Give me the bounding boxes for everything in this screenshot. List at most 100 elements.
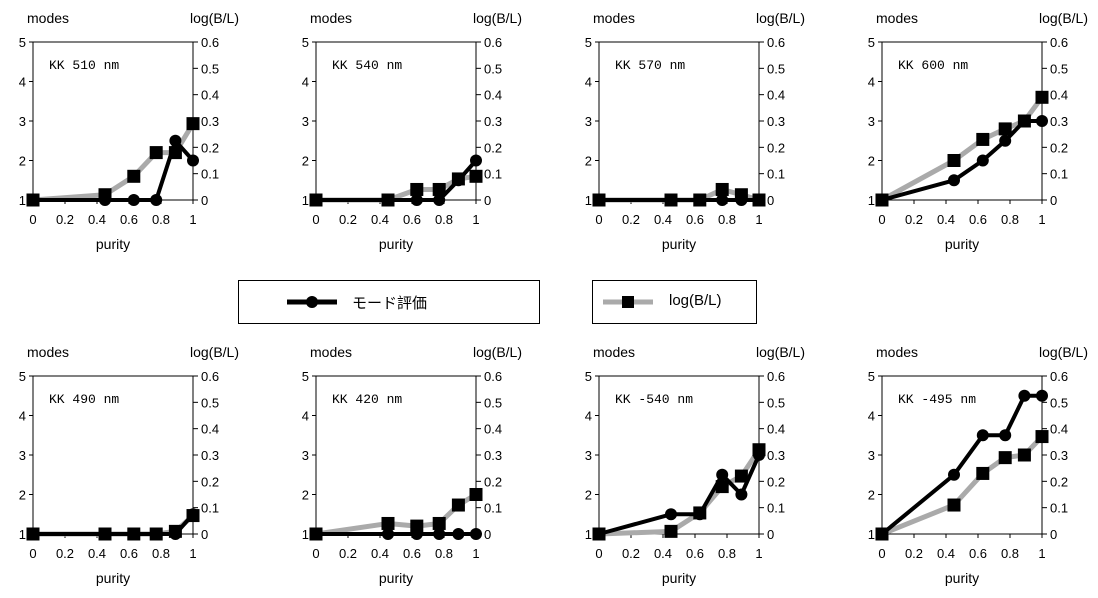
x-tick-label: 0.6 [120,212,138,227]
log-point [26,527,40,541]
series-mode-line [880,393,1042,536]
x-tick-label: 0.6 [686,212,704,227]
x-axis-label: purity [662,570,696,586]
y-tick-label: 1 [868,527,875,542]
y2-tick-label: 0.3 [484,448,502,463]
panel-label: KK 570 nm [615,58,685,73]
y2-tick-label: 0.4 [767,422,785,437]
chart-panel: modes log(B/L) purity KK -495 nm 1 2 3 4 5 0 0.1 0.… [868,344,1088,586]
y2-tick-label: 0 [1050,193,1057,208]
panel-label: KK 600 nm [898,58,968,73]
y-tick-label: 5 [585,35,592,50]
mode-point [169,134,182,147]
x-tick-label: 0.4 [88,546,106,561]
x-tick-label: 0.2 [622,546,640,561]
panel-label: KK -540 nm [615,392,693,407]
log-point [186,509,200,523]
y2-tick-label: 0.6 [767,35,785,50]
y2-tick-label: 0.5 [201,395,219,410]
y2-tick-label: 0.6 [484,369,502,384]
x-axis-label: purity [945,236,979,252]
y2-axis-label: log(B/L) [473,344,522,360]
log-point [976,132,990,146]
y2-tick-label: 0.1 [201,167,219,182]
legend-mode-swatch [287,296,337,308]
x-tick-label: 1 [189,546,196,561]
y2-tick-label: 0.6 [1050,35,1068,50]
x-tick-label: 0.4 [654,212,672,227]
y2-tick-label: 0.3 [201,448,219,463]
chart-panel: modes log(B/L) purity KK 540 nm 1 2 3 4 5 0 0.1 0.2… [302,10,522,252]
mode-point [948,174,960,187]
y2-tick-label: 0.1 [201,501,219,516]
x-tick-label: 0.8 [1001,212,1019,227]
x-axis-label: purity [945,570,979,586]
y-tick-label: 4 [585,75,592,90]
series-mode-line [598,454,761,536]
y2-tick-label: 0.5 [201,61,219,76]
y-tick-label: 1 [302,527,309,542]
chart-panel: modes log(B/L) purity KK -540 nm 1 2 3 4 5 0 0.1 0.… [585,344,805,586]
mode-point [452,528,465,540]
y2-tick-label: 0 [201,193,208,208]
y-tick-label: 5 [19,369,26,384]
y-tick-label: 1 [302,193,309,208]
y2-tick-label: 0.2 [201,474,219,489]
y-tick-label: 4 [302,75,309,90]
y2-tick-label: 0.6 [1050,369,1068,384]
mode-point [716,468,729,481]
y-tick-label: 4 [19,75,26,90]
y2-tick-label: 0.1 [1050,167,1068,182]
log-point [98,188,112,202]
log-point [98,527,112,541]
log-point [875,527,889,541]
y2-tick-label: 0.5 [484,61,502,76]
y-tick-label: 5 [302,369,309,384]
mode-point [470,154,482,167]
log-point [432,516,446,530]
y2-tick-label: 0.1 [484,167,502,182]
chart-panel: modes log(B/L) purity KK 570 nm 1 2 3 4 5 0 0.1 0.2… [585,10,805,252]
x-tick-label: 0.2 [339,546,357,561]
y-tick-label: 2 [302,488,309,503]
x-tick-label: 0.8 [718,212,736,227]
mode-point [665,508,677,521]
y2-tick-label: 0.5 [1050,61,1068,76]
x-tick-label: 0.4 [88,212,106,227]
mode-point [1018,389,1031,402]
x-tick-label: 0.4 [937,212,955,227]
x-tick-label: 0.4 [371,212,389,227]
log-point [127,527,141,541]
y2-axis-label: log(B/L) [756,10,805,26]
log-point [149,146,163,160]
x-tick-label: 0.4 [654,546,672,561]
series-log-line [598,448,762,537]
y-axis-label: modes [310,10,352,26]
log-point [592,527,606,541]
y-tick-label: 2 [302,154,309,169]
y2-tick-label: 0.1 [1050,501,1068,516]
x-axis-label: purity [96,236,130,252]
mode-point [1036,389,1048,402]
y2-tick-label: 0.3 [1050,114,1068,129]
x-tick-label: 0.6 [969,546,987,561]
panel-label: KK 490 nm [49,392,119,407]
x-tick-label: 1 [755,212,762,227]
y-tick-label: 1 [585,527,592,542]
log-point [149,527,163,541]
x-tick-label: 0.8 [435,546,453,561]
y2-tick-label: 0.3 [1050,448,1068,463]
y-axis-label: modes [876,344,918,360]
y2-tick-label: 0.1 [767,501,785,516]
y-tick-label: 3 [585,448,592,463]
mode-point [976,429,989,442]
legend-mode: モード評価 [238,280,540,324]
log-point [381,193,395,207]
y-tick-label: 4 [302,409,309,424]
log-point [469,169,483,183]
y-tick-label: 3 [868,448,875,463]
x-axis-label: purity [662,236,696,252]
y2-tick-label: 0.5 [767,61,785,76]
y2-tick-label: 0.5 [767,395,785,410]
y2-tick-label: 0 [201,527,208,542]
